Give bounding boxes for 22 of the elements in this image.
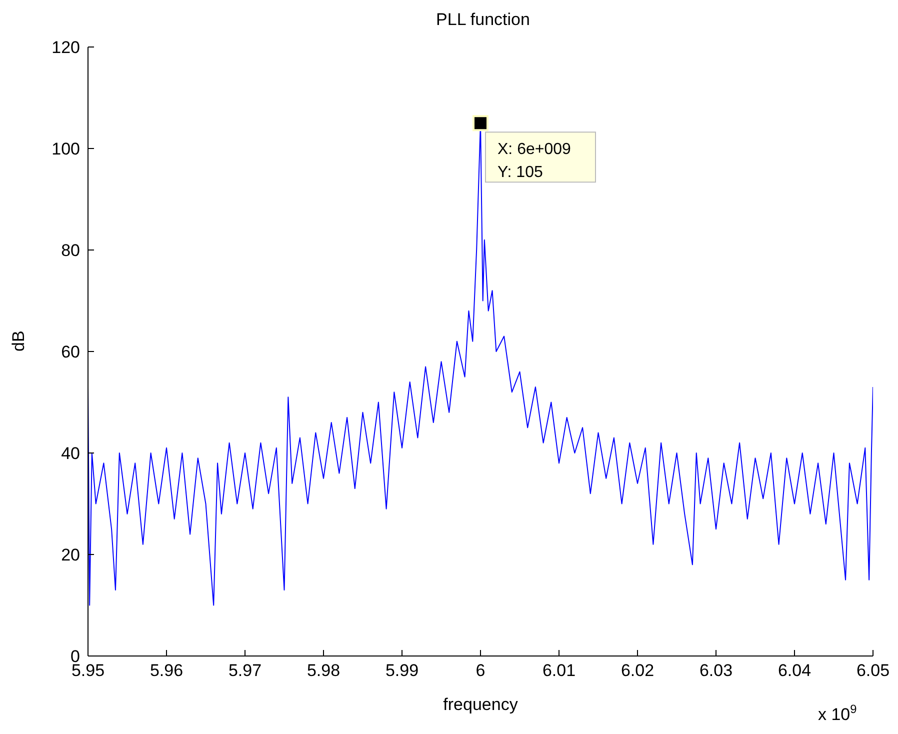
y-tick-label: 80 [61, 241, 80, 260]
x-tick-label: 5.97 [228, 661, 262, 680]
x-tick-label: 6.01 [542, 661, 576, 680]
x-tick-label: 6.04 [778, 661, 812, 680]
x-axis-title: frequency [443, 695, 518, 714]
x-tick-label: 5.96 [150, 661, 184, 680]
x-tick-label: 6 [476, 661, 486, 680]
y-tick-label: 120 [52, 38, 80, 58]
x-tick-label: 5.95 [71, 661, 105, 680]
y-axis-title: dB [9, 330, 28, 352]
chart-title: PLL function [435, 10, 531, 30]
y-tick-label: 100 [52, 140, 80, 159]
x-tick-label: 6.03 [699, 661, 733, 680]
x-tick-label: 6.02 [620, 661, 654, 680]
annotation: X: 6e+009 Y: 105 [498, 141, 571, 182]
text: x 10$^{9}$ [818, 702, 858, 724]
x-tick-label: 5.98 [306, 661, 340, 680]
y-tick-label: 60 [61, 342, 80, 362]
x-tick-label: 6.05 [856, 661, 890, 680]
y-tick-label: 40 [61, 444, 80, 464]
y-tick-label: 20 [61, 546, 80, 565]
x-tick-label: 5.99 [385, 661, 419, 680]
